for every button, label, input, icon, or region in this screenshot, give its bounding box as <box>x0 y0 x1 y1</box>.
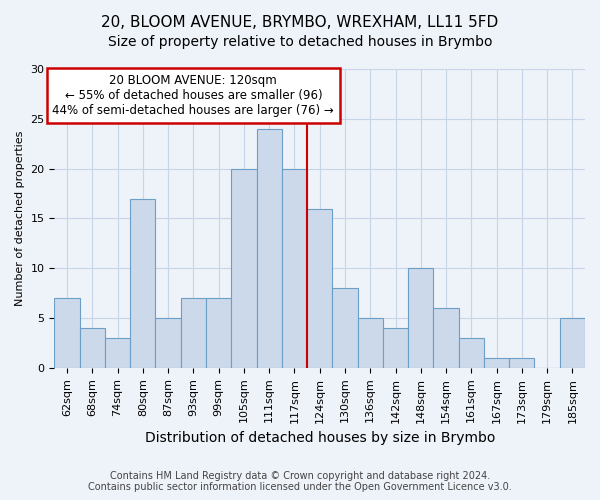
Bar <box>332 288 358 368</box>
Bar <box>105 338 130 368</box>
X-axis label: Distribution of detached houses by size in Brymbo: Distribution of detached houses by size … <box>145 431 495 445</box>
Bar <box>155 318 181 368</box>
Bar <box>130 198 155 368</box>
Bar <box>231 168 257 368</box>
Bar <box>560 318 585 368</box>
Text: 20 BLOOM AVENUE: 120sqm
← 55% of detached houses are smaller (96)
44% of semi-de: 20 BLOOM AVENUE: 120sqm ← 55% of detache… <box>52 74 334 117</box>
Y-axis label: Number of detached properties: Number of detached properties <box>15 131 25 306</box>
Bar <box>257 129 282 368</box>
Bar <box>509 358 535 368</box>
Bar <box>55 298 80 368</box>
Text: Size of property relative to detached houses in Brymbo: Size of property relative to detached ho… <box>108 35 492 49</box>
Text: Contains HM Land Registry data © Crown copyright and database right 2024.
Contai: Contains HM Land Registry data © Crown c… <box>88 471 512 492</box>
Bar <box>433 308 458 368</box>
Bar <box>206 298 231 368</box>
Bar <box>383 328 408 368</box>
Bar <box>80 328 105 368</box>
Bar <box>484 358 509 368</box>
Bar <box>307 208 332 368</box>
Bar <box>408 268 433 368</box>
Text: 20, BLOOM AVENUE, BRYMBO, WREXHAM, LL11 5FD: 20, BLOOM AVENUE, BRYMBO, WREXHAM, LL11 … <box>101 15 499 30</box>
Bar <box>181 298 206 368</box>
Bar <box>358 318 383 368</box>
Bar <box>458 338 484 368</box>
Bar <box>282 168 307 368</box>
